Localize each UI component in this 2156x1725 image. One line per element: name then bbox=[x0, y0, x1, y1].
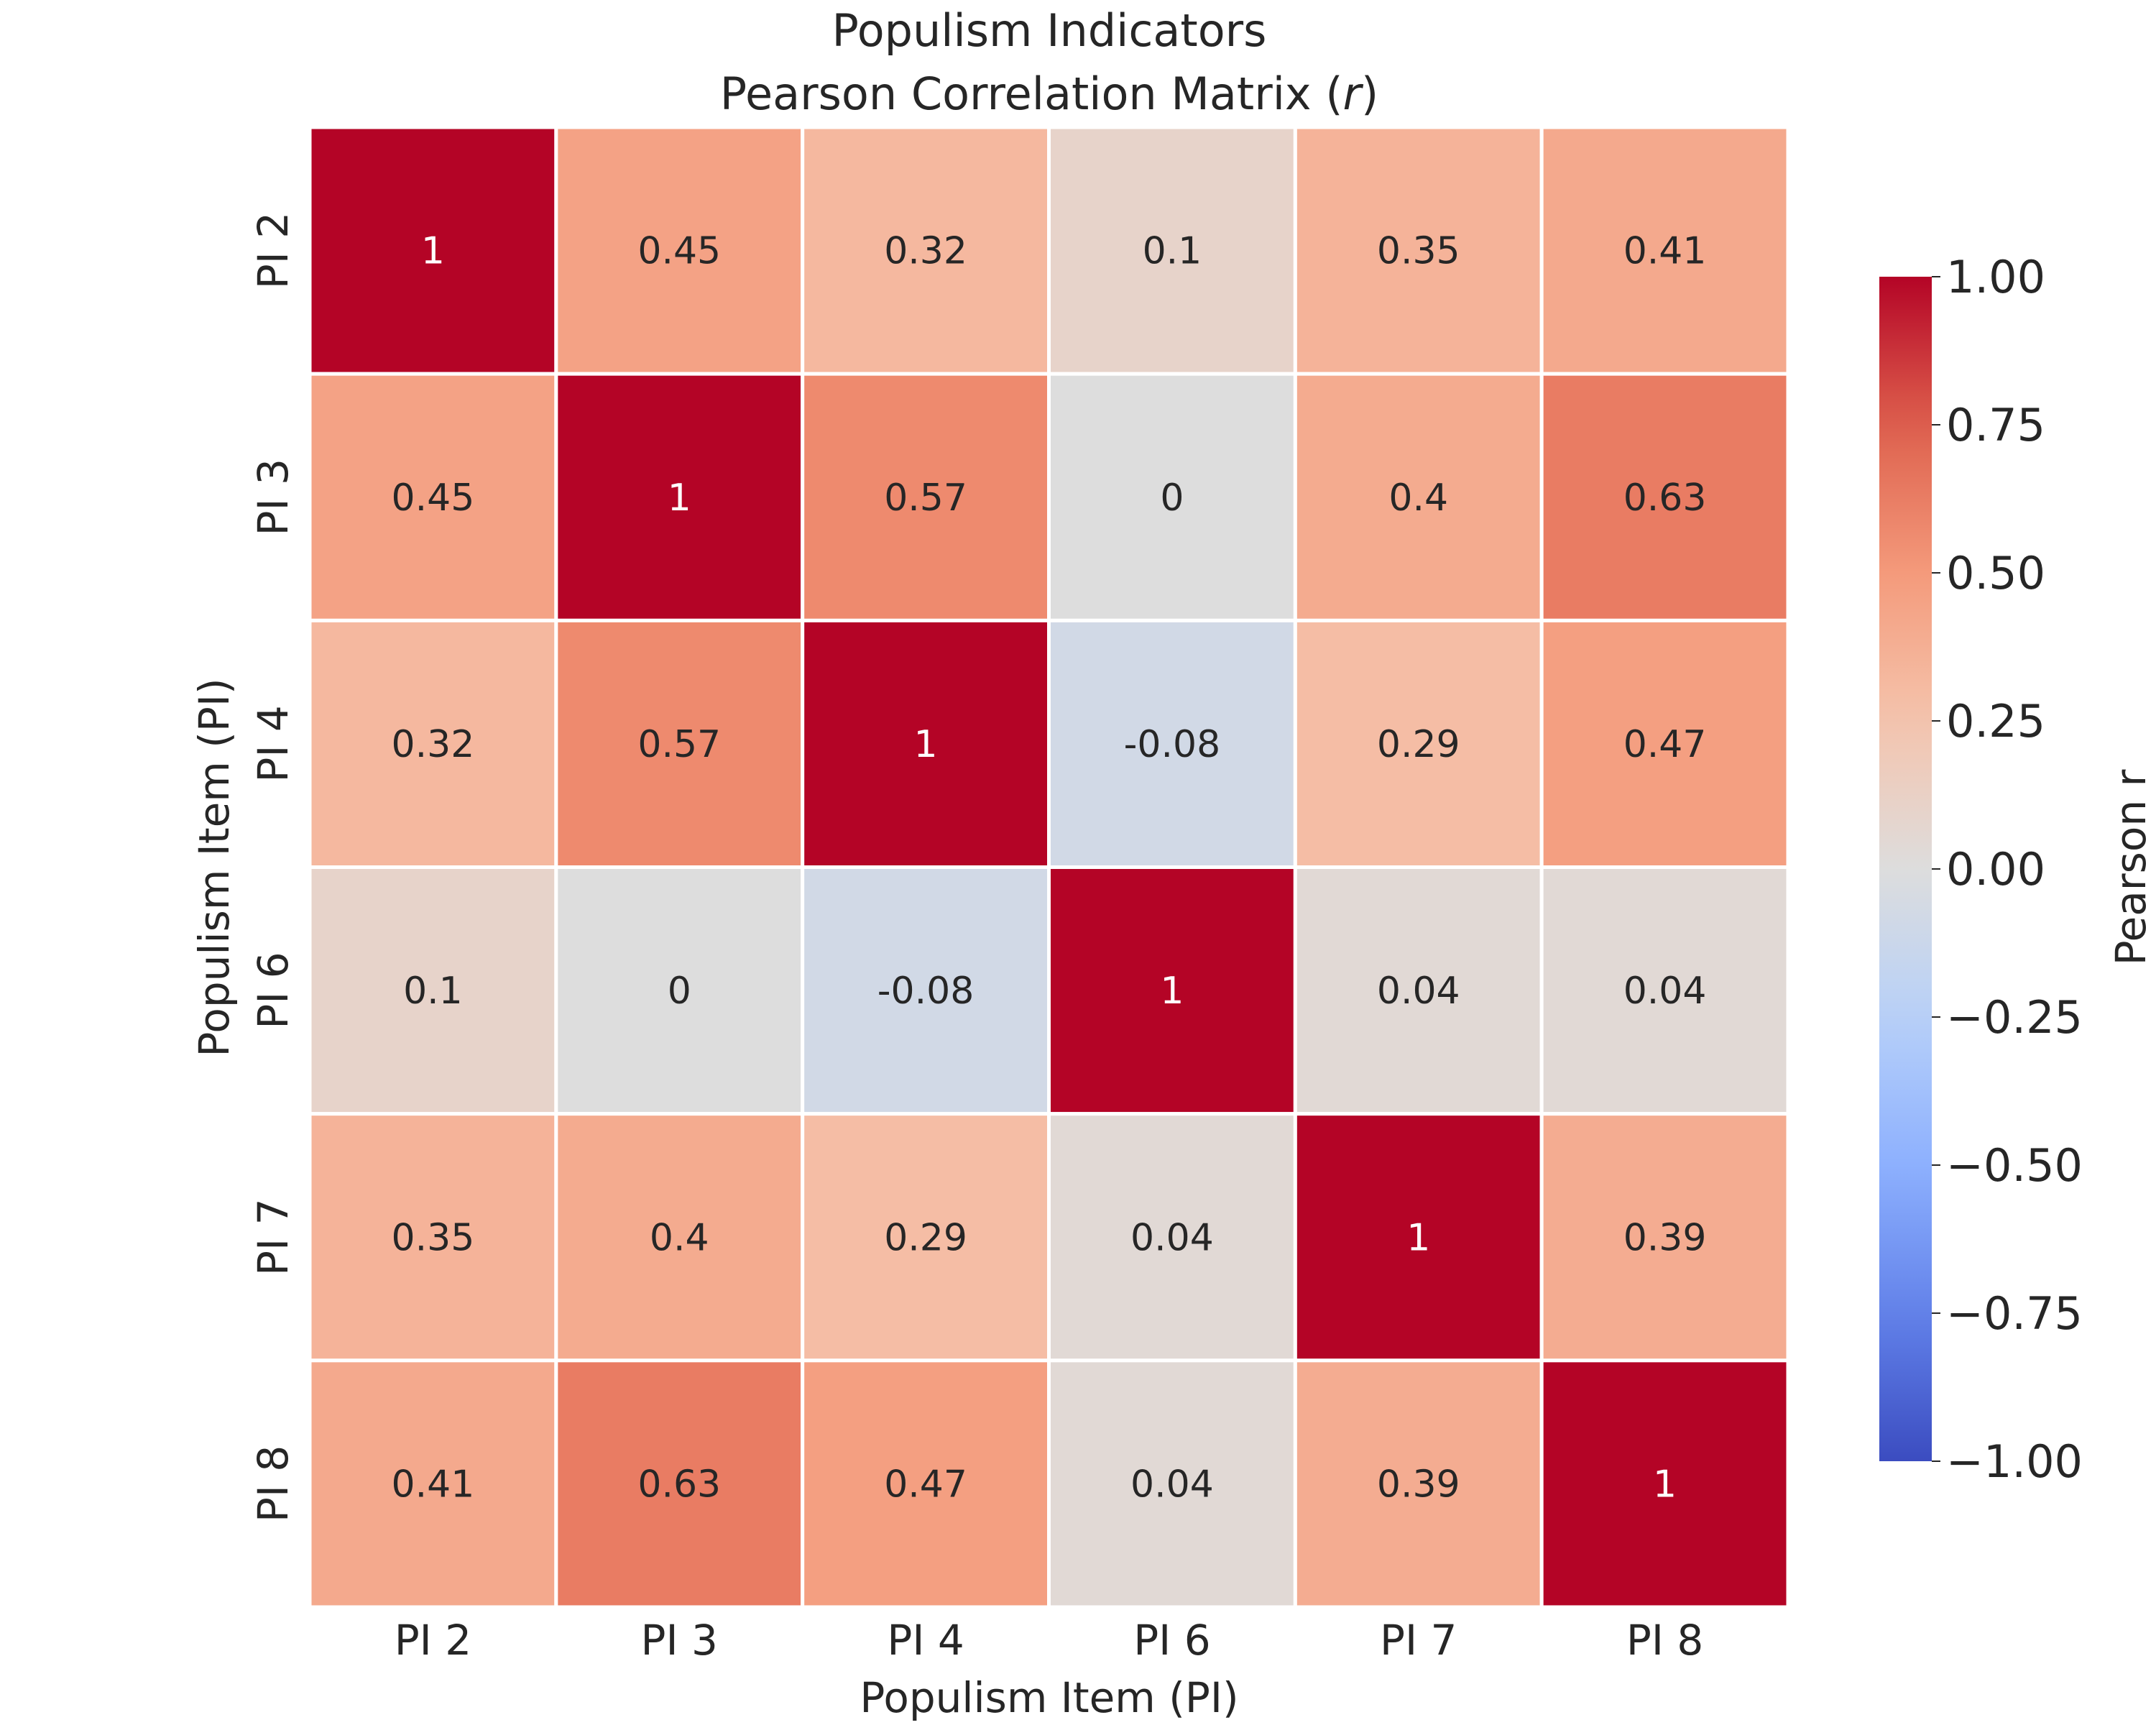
heatmap-cell bbox=[801, 618, 1051, 869]
heatmap-cell bbox=[801, 865, 1051, 1116]
heatmap-cell bbox=[801, 372, 1051, 622]
cell-annotation: 0.57 bbox=[884, 477, 967, 520]
colorbar-tick-label: 0.25 bbox=[1946, 695, 2045, 748]
cell-annotation: 1 bbox=[1160, 970, 1184, 1013]
colorbar-tick-label: 0.00 bbox=[1946, 843, 2045, 896]
heatmap-cell bbox=[1047, 618, 1297, 869]
heatmap-cell bbox=[801, 125, 1051, 376]
colorbar-label: Pearson r bbox=[2106, 769, 2155, 965]
x-axis-label: Populism Item (PI) bbox=[860, 1673, 1238, 1722]
heatmap-cell bbox=[554, 618, 805, 869]
y-tick-label: PI 2 bbox=[249, 212, 298, 289]
heatmap-cells: 1 0.45 0.32 0.1 0.35 0.410.45 1 0.57 0 0.4 0.630.3… bbox=[308, 125, 1790, 1609]
chart-title-line-1: Populism Indicators bbox=[832, 4, 1267, 57]
cell-annotation: 0.04 bbox=[1377, 970, 1460, 1013]
cell-annotation: 0.29 bbox=[1377, 723, 1460, 766]
cell-annotation: 0.41 bbox=[1623, 230, 1707, 273]
cell-annotation: 0.32 bbox=[392, 723, 475, 766]
heatmap-cell bbox=[308, 372, 558, 622]
cell-annotation: 0.39 bbox=[1377, 1463, 1460, 1506]
cell-annotation: 1 bbox=[668, 477, 691, 520]
cell-annotation: 0.63 bbox=[1623, 477, 1707, 520]
cell-annotation: 0.45 bbox=[392, 477, 475, 520]
heatmap-cell bbox=[801, 1358, 1051, 1609]
title-text: Pearson Correlation Matrix ( bbox=[720, 68, 1343, 120]
cell-annotation: 0.04 bbox=[1623, 970, 1707, 1013]
x-tick-labels: PI 2 PI 3 PI 4 PI 6 PI 7 PI 8 bbox=[395, 1616, 1704, 1665]
colorbar-tick-label: −0.25 bbox=[1946, 991, 2083, 1044]
cell-annotation: 0.4 bbox=[1388, 477, 1448, 520]
heatmap-cell bbox=[308, 865, 558, 1116]
title-symbol: r bbox=[1343, 68, 1364, 120]
cell-annotation: 1 bbox=[1653, 1463, 1677, 1506]
cell-annotation: 0.29 bbox=[884, 1216, 967, 1259]
heatmap-cell bbox=[554, 1112, 805, 1363]
x-tick-label: PI 7 bbox=[1380, 1616, 1457, 1665]
cell-annotation: 0.04 bbox=[1130, 1216, 1214, 1259]
heatmap-cell bbox=[1293, 618, 1544, 869]
y-tick-labels: PI 2 PI 3 PI 4 PI 6 PI 7 PI 8 bbox=[249, 212, 298, 1522]
heatmap-cell bbox=[308, 125, 558, 376]
y-tick-label: PI 3 bbox=[249, 459, 298, 535]
heatmap-cell bbox=[1539, 372, 1790, 622]
cell-annotation: 0.57 bbox=[637, 723, 721, 766]
heatmap-cell bbox=[308, 618, 558, 869]
heatmap-cell bbox=[308, 1112, 558, 1363]
chart-title-line-2: Pearson Correlation Matrix (r) bbox=[720, 68, 1378, 120]
cell-annotation: 1 bbox=[1406, 1216, 1430, 1259]
heatmap-cell bbox=[1293, 1112, 1544, 1363]
colorbar-tick-labels: 1.00 0.75 0.50 0.25 0.00 −0.25 −0.50 −0.75 −1.00 bbox=[1932, 251, 2083, 1488]
cell-annotation: 0.47 bbox=[884, 1463, 967, 1506]
colorbar-tick-label: 0.75 bbox=[1946, 399, 2045, 451]
title-text-end: ) bbox=[1361, 68, 1378, 120]
y-tick-label: PI 6 bbox=[249, 952, 298, 1029]
y-tick-label: PI 7 bbox=[249, 1199, 298, 1276]
colorbar bbox=[1879, 277, 1932, 1461]
cell-annotation: -0.08 bbox=[877, 970, 975, 1013]
x-tick-label: PI 3 bbox=[641, 1616, 718, 1665]
heatmap-cell bbox=[1293, 865, 1544, 1116]
heatmap-cell bbox=[308, 1358, 558, 1609]
heatmap-cell bbox=[1047, 372, 1297, 622]
cell-annotation: 0.47 bbox=[1623, 723, 1707, 766]
cell-annotation: 0.32 bbox=[884, 230, 967, 273]
x-tick-label: PI 6 bbox=[1133, 1616, 1210, 1665]
cell-annotation: 0.39 bbox=[1623, 1216, 1707, 1259]
heatmap-cell bbox=[1539, 618, 1790, 869]
x-tick-label: PI 4 bbox=[887, 1616, 964, 1665]
colorbar-tick-label: 0.50 bbox=[1946, 547, 2045, 599]
heatmap-cell bbox=[1047, 865, 1297, 1116]
x-tick-label: PI 8 bbox=[1626, 1616, 1703, 1665]
heatmap-cell bbox=[554, 125, 805, 376]
x-tick-label: PI 2 bbox=[395, 1616, 471, 1665]
cell-annotation: 0.1 bbox=[1143, 230, 1202, 273]
cell-annotation: 0.4 bbox=[650, 1216, 709, 1259]
heatmap-cell bbox=[554, 372, 805, 622]
y-axis-label: Populism Item (PI) bbox=[190, 678, 239, 1057]
cell-annotation: 0 bbox=[1160, 477, 1184, 520]
colorbar-tick-label: −1.00 bbox=[1946, 1435, 2083, 1488]
colorbar-tick-label: 1.00 bbox=[1946, 251, 2045, 303]
cell-annotation: 0.41 bbox=[392, 1463, 475, 1506]
cell-annotation: 0.04 bbox=[1130, 1463, 1214, 1506]
colorbar-tick-label: −0.50 bbox=[1946, 1139, 2083, 1192]
cell-annotation: 0.1 bbox=[403, 970, 463, 1013]
cell-annotation: 0.45 bbox=[637, 230, 721, 273]
colorbar-tick-label: −0.75 bbox=[1946, 1287, 2083, 1340]
cell-annotation: 1 bbox=[421, 230, 445, 273]
heatmap-cell bbox=[1539, 865, 1790, 1116]
y-tick-label: PI 8 bbox=[249, 1445, 298, 1522]
cell-annotation: 0.63 bbox=[637, 1463, 721, 1506]
heatmap-cell bbox=[1539, 1358, 1790, 1609]
heatmap-cell bbox=[1539, 1112, 1790, 1363]
cell-annotation: 0.35 bbox=[1377, 230, 1460, 273]
cell-annotation: -0.08 bbox=[1124, 723, 1221, 766]
y-tick-label: PI 4 bbox=[249, 705, 298, 782]
cell-annotation: 0 bbox=[668, 970, 691, 1013]
cell-annotation: 0.35 bbox=[392, 1216, 475, 1259]
heatmap-cell bbox=[554, 865, 805, 1116]
heatmap-cell bbox=[1293, 1358, 1544, 1609]
cell-annotation: 1 bbox=[914, 723, 938, 766]
